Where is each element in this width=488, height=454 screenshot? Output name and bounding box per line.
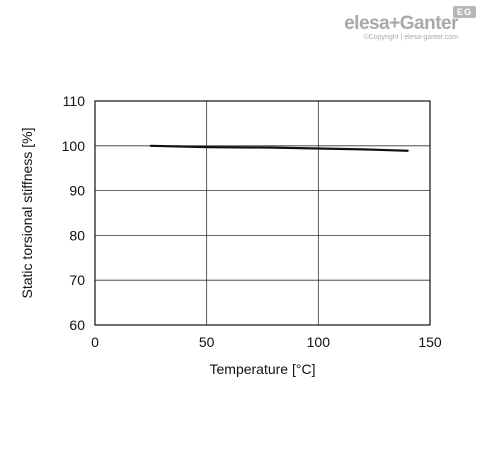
brand-badge: EG (452, 6, 476, 18)
x-tick-labels: 0 50 100 150 (91, 334, 442, 350)
brand-logo: elesa+Ganter (344, 13, 458, 34)
series-layer (149, 144, 409, 152)
x-tick-label: 150 (418, 334, 442, 350)
y-tick-label: 100 (62, 138, 86, 154)
plot-frame (94, 100, 431, 326)
y-tick-label: 80 (69, 227, 85, 243)
y-tick-label: 90 (69, 183, 85, 199)
y-tick-labels: 60 70 80 90 100 110 (62, 93, 86, 333)
grid (94, 100, 431, 326)
x-tick-label: 50 (199, 334, 215, 350)
y-tick-label: 60 (69, 317, 85, 333)
y-axis-label: Static torsional stiffness [%] (19, 128, 35, 299)
brand-logo-block: EG elesa+Ganter ©Copyright | elesa-gante… (344, 6, 476, 41)
series-line (149, 144, 409, 152)
y-tick-label: 70 (69, 272, 85, 288)
x-axis-label: Temperature [°C] (210, 361, 316, 377)
brand-copyright: ©Copyright | elesa-ganter.com (363, 34, 458, 41)
y-tick-label: 110 (63, 93, 86, 109)
x-tick-label: 0 (91, 334, 99, 350)
x-tick-label: 100 (307, 334, 331, 350)
